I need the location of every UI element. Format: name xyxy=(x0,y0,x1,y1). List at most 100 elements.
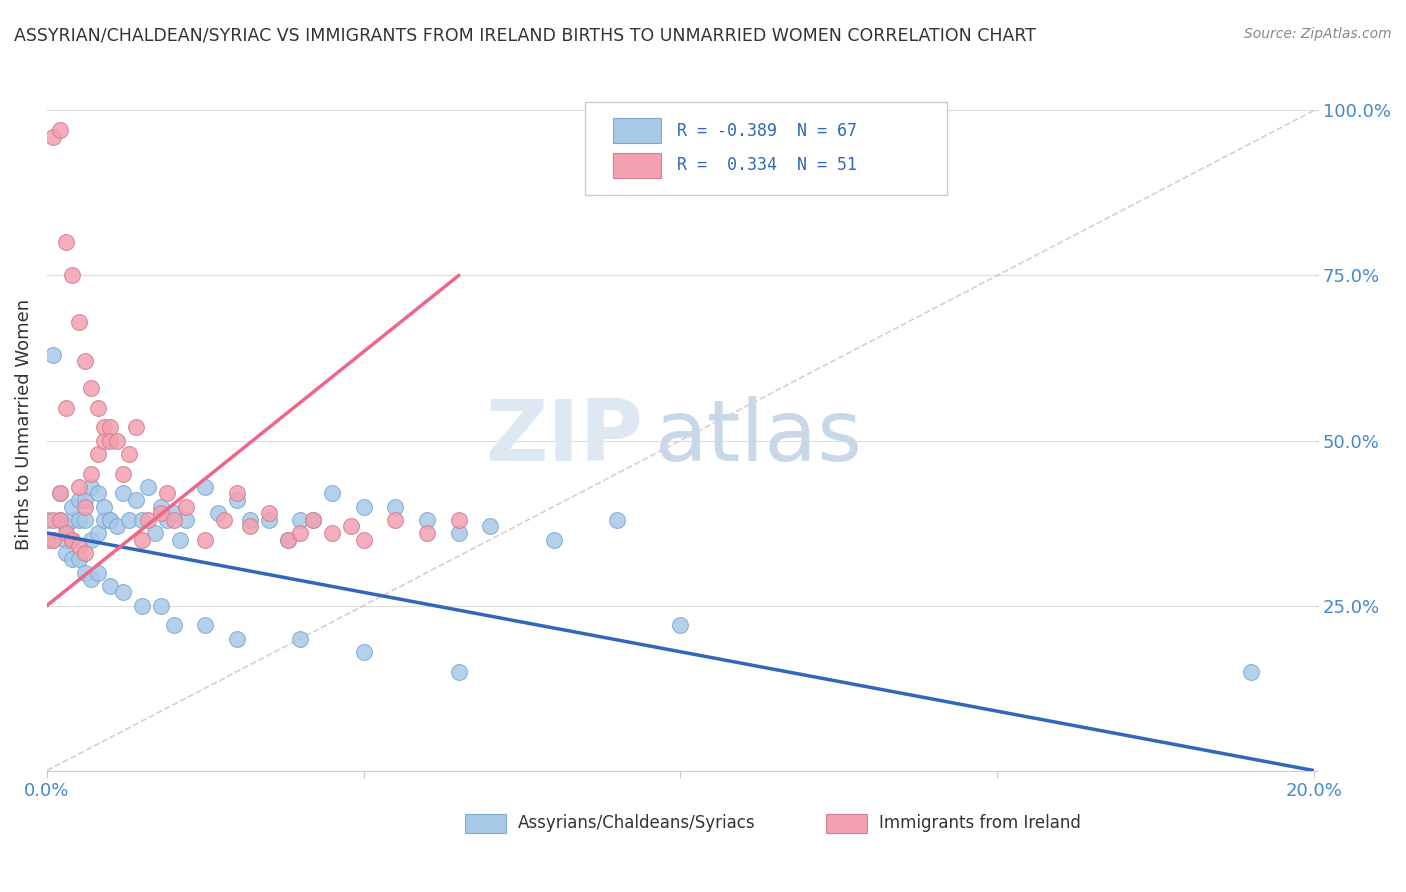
Point xyxy=(302,513,325,527)
Point xyxy=(416,525,439,540)
Point xyxy=(669,618,692,632)
Point xyxy=(42,129,65,144)
Point xyxy=(48,513,70,527)
Point xyxy=(67,539,90,553)
Point xyxy=(277,533,299,547)
Point xyxy=(384,513,406,527)
Point xyxy=(447,513,470,527)
Point xyxy=(340,519,363,533)
Point xyxy=(174,500,197,514)
Point xyxy=(226,486,249,500)
Point xyxy=(73,513,96,527)
Point xyxy=(67,552,90,566)
Point xyxy=(302,513,325,527)
Point xyxy=(131,513,153,527)
Bar xyxy=(465,814,506,833)
Point xyxy=(131,533,153,547)
Point xyxy=(1239,665,1261,679)
Point xyxy=(93,420,115,434)
Point xyxy=(124,420,146,434)
Point xyxy=(239,519,262,533)
Text: Source: ZipAtlas.com: Source: ZipAtlas.com xyxy=(1244,27,1392,41)
Point xyxy=(162,506,184,520)
Point xyxy=(321,486,343,500)
Point xyxy=(73,492,96,507)
Point xyxy=(162,618,184,632)
Bar xyxy=(613,153,661,178)
Point xyxy=(277,533,299,547)
Point xyxy=(111,467,134,481)
Point xyxy=(48,123,70,137)
FancyBboxPatch shape xyxy=(585,102,946,195)
Text: Assyrians/Chaldeans/Syriacs: Assyrians/Chaldeans/Syriacs xyxy=(519,814,756,832)
Point xyxy=(353,500,375,514)
Point xyxy=(55,519,77,533)
Point xyxy=(86,566,108,580)
Point xyxy=(60,533,83,547)
Point xyxy=(143,525,166,540)
Point xyxy=(257,506,280,520)
Point xyxy=(80,533,103,547)
Text: atlas: atlas xyxy=(655,396,863,479)
Point xyxy=(105,434,128,448)
Point xyxy=(131,599,153,613)
Point xyxy=(416,513,439,527)
Point xyxy=(98,579,121,593)
Point xyxy=(214,513,236,527)
Point xyxy=(73,354,96,368)
Point xyxy=(55,235,77,250)
Point xyxy=(42,513,65,527)
Text: Immigrants from Ireland: Immigrants from Ireland xyxy=(879,814,1081,832)
Bar xyxy=(827,814,866,833)
Point xyxy=(86,525,108,540)
Point xyxy=(290,513,312,527)
Point xyxy=(60,268,83,283)
Point xyxy=(156,486,179,500)
Point xyxy=(86,401,108,415)
Point xyxy=(55,525,77,540)
Point xyxy=(353,645,375,659)
Y-axis label: Births to Unmarried Women: Births to Unmarried Women xyxy=(15,299,32,549)
Point xyxy=(73,566,96,580)
Point xyxy=(55,546,77,560)
Point xyxy=(60,552,83,566)
Point xyxy=(321,525,343,540)
Point xyxy=(606,513,628,527)
Point xyxy=(35,513,58,527)
Point xyxy=(86,447,108,461)
Point xyxy=(86,486,108,500)
Point xyxy=(479,519,502,533)
Point xyxy=(93,434,115,448)
Point xyxy=(162,513,184,527)
Point xyxy=(48,513,70,527)
Point xyxy=(156,513,179,527)
Point xyxy=(290,525,312,540)
Point xyxy=(118,513,141,527)
Point xyxy=(149,599,172,613)
Point xyxy=(239,513,262,527)
Point xyxy=(353,533,375,547)
Point xyxy=(447,665,470,679)
Point xyxy=(60,533,83,547)
Point xyxy=(111,486,134,500)
Point xyxy=(118,447,141,461)
Point xyxy=(93,500,115,514)
Point xyxy=(48,486,70,500)
Point xyxy=(257,513,280,527)
Point xyxy=(67,480,90,494)
Point xyxy=(55,401,77,415)
Point xyxy=(194,533,217,547)
Point xyxy=(105,519,128,533)
Text: R = -0.389  N = 67: R = -0.389 N = 67 xyxy=(676,122,856,140)
Point xyxy=(67,315,90,329)
Point xyxy=(226,632,249,646)
Point xyxy=(73,546,96,560)
Bar xyxy=(613,119,661,144)
Point xyxy=(98,434,121,448)
Text: ZIP: ZIP xyxy=(485,396,643,479)
Point xyxy=(543,533,565,547)
Point xyxy=(80,572,103,586)
Point xyxy=(384,500,406,514)
Point xyxy=(73,500,96,514)
Point xyxy=(55,533,77,547)
